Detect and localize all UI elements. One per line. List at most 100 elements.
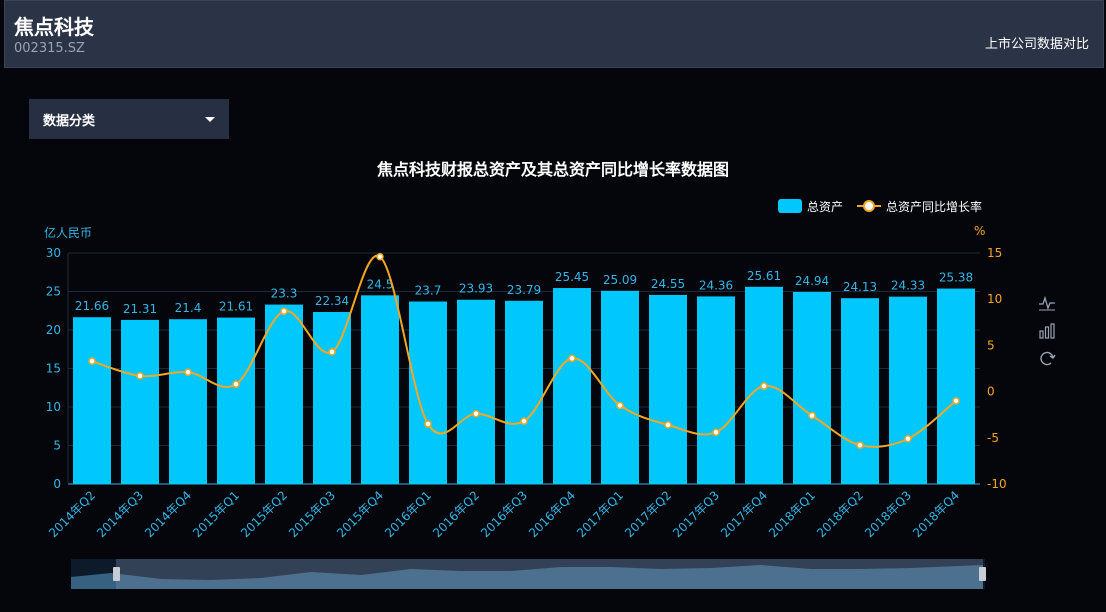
page-header: 焦点科技 002315.SZ 上市公司数据对比 [4, 0, 1104, 68]
x-tick-label: 2016年Q3 [478, 488, 530, 540]
company-name: 焦点科技 [14, 15, 94, 39]
x-tick-label: 2014年Q3 [94, 488, 146, 540]
left-tick-label: 5 [53, 439, 61, 453]
bar-value-label: 22.34 [315, 294, 349, 308]
growth-rate-point [664, 421, 672, 429]
bar-value-label: 23.93 [459, 282, 493, 296]
x-tick-label: 2015年Q4 [334, 488, 386, 540]
growth-rate-line [91, 254, 957, 448]
growth-rate-point [904, 434, 912, 443]
growth-rate-point [616, 401, 624, 410]
left-tick-label: 20 [46, 323, 61, 337]
bar [265, 304, 303, 484]
bar-value-label: 21.31 [123, 302, 157, 316]
slider-handle-left[interactable] [113, 567, 120, 581]
bar [217, 317, 255, 484]
stock-code: 002315.SZ [14, 41, 85, 56]
x-tick-label: 2015年Q3 [286, 488, 338, 540]
bar [121, 319, 159, 484]
bar-value-label: 25.45 [555, 270, 589, 284]
bar [409, 301, 447, 484]
slider-selection[interactable] [116, 559, 983, 589]
left-tick-label: 10 [46, 400, 61, 414]
caret-down-icon [205, 117, 215, 122]
left-tick-label: 0 [53, 477, 61, 491]
growth-rate-point [712, 428, 720, 437]
growth-rate-point [760, 382, 768, 390]
bar [937, 288, 975, 484]
legend-line-label[interactable]: 总资产同比增长率 [886, 199, 983, 214]
growth-rate-point [328, 348, 336, 356]
right-tick-label: -5 [987, 431, 999, 445]
growth-rate-point [232, 380, 240, 388]
x-tick-label: 2014年Q2 [46, 488, 98, 540]
chart-canvas: 0 5 10 15 20 25 30 -10 -5 0 5 10 15 21.66 2014年Q2 21.31… [46, 246, 1007, 540]
bar-value-label: 25.61 [747, 269, 781, 283]
bar-value-label: 24.33 [891, 279, 925, 293]
left-tick-label: 15 [46, 362, 61, 376]
growth-rate-point [88, 357, 96, 365]
legend-line-swatch[interactable] [857, 199, 882, 213]
right-tick-label: -10 [987, 477, 1007, 491]
bar-value-label: 24.36 [699, 278, 733, 292]
line-chart-icon[interactable] [1038, 294, 1056, 312]
x-tick-label: 2015年Q1 [190, 488, 242, 540]
x-tick-label: 2014年Q4 [142, 488, 194, 540]
bar [793, 291, 831, 484]
bar-value-label: 24.5 [367, 277, 394, 291]
dropdown-label: 数据分类 [43, 113, 96, 129]
slider-handle-right[interactable] [979, 567, 986, 581]
bar-value-label: 24.55 [651, 277, 685, 291]
bar-value-label: 24.94 [795, 274, 829, 288]
chart-legend: 总资产 总资产同比增长率 [778, 197, 982, 215]
bar [457, 299, 495, 484]
growth-rate-point [808, 411, 816, 420]
bar [649, 294, 687, 484]
right-tick-label: 15 [987, 246, 1002, 260]
chart-title: 焦点科技财报总资产及其总资产同比增长率数据图 [376, 160, 729, 179]
bar [601, 290, 639, 484]
growth-rate-point [952, 397, 960, 405]
growth-rate-point [376, 252, 384, 261]
bar [553, 288, 591, 484]
legend-bar-label[interactable]: 总资产 [807, 199, 844, 214]
growth-rate-point [424, 420, 432, 428]
right-tick-label: 10 [987, 292, 1002, 306]
growth-rate-point [472, 410, 480, 418]
refresh-icon[interactable] [1038, 350, 1056, 368]
bar [889, 296, 927, 484]
x-tick-label: 2016年Q1 [382, 488, 434, 540]
left-tick-label: 25 [46, 285, 61, 299]
growth-rate-point [184, 368, 192, 376]
x-tick-label: 2018年Q4 [910, 488, 962, 540]
x-tick-label: 2018年Q3 [862, 488, 914, 540]
bar-value-label: 23.79 [507, 283, 541, 297]
right-tick-label: 5 [987, 338, 995, 352]
x-tick-label: 2015年Q2 [238, 488, 290, 540]
bar-value-label: 23.3 [271, 287, 298, 301]
growth-rate-point [520, 417, 528, 425]
bar [169, 319, 207, 484]
x-tick-label: 2017年Q1 [574, 488, 626, 540]
compare-link[interactable]: 上市公司数据对比 [984, 37, 1089, 52]
x-tick-label: 2018年Q1 [766, 488, 818, 540]
x-tick-label: 2017年Q4 [718, 488, 770, 540]
bar-value-label: 21.66 [75, 299, 109, 313]
bar [841, 298, 879, 484]
bar [361, 295, 399, 484]
growth-rate-point [280, 307, 288, 315]
x-tick-label: 2016年Q2 [430, 488, 482, 540]
right-tick-label: 0 [987, 385, 995, 399]
growth-rate-point [856, 441, 864, 449]
growth-rate-point [568, 354, 576, 363]
x-tick-label: 2016年Q4 [526, 488, 578, 540]
bar-chart-icon[interactable] [1038, 322, 1056, 340]
data-category-dropdown[interactable]: 数据分类 [29, 99, 229, 139]
bar [73, 317, 111, 484]
right-axis-unit: % [974, 224, 986, 238]
bar-value-label: 21.61 [219, 300, 253, 314]
data-zoom-slider[interactable] [71, 559, 986, 589]
left-tick-label: 30 [46, 246, 61, 260]
left-axis-unit: 亿人民币 [44, 226, 93, 240]
legend-bar-swatch[interactable] [778, 199, 802, 213]
